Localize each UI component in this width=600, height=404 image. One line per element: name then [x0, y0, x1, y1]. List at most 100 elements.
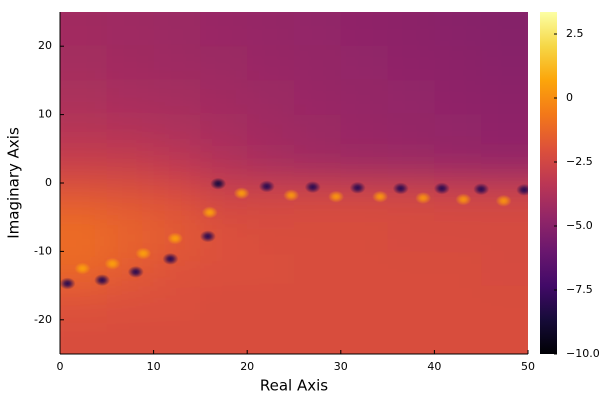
- heatmap-cell: [481, 319, 528, 354]
- heatmap-cell: [247, 251, 295, 287]
- heatmap-cell: [247, 114, 295, 150]
- heatmap-cell: [106, 12, 155, 47]
- peak: [167, 232, 184, 245]
- heatmap-cell: [294, 80, 342, 116]
- peak: [135, 247, 152, 260]
- heatmap-cell: [387, 217, 435, 252]
- heatmap-cell: [247, 148, 295, 184]
- peak: [372, 190, 389, 203]
- heatmap-cell: [340, 148, 389, 184]
- heatmap-cell: [60, 319, 108, 354]
- heatmap-cell: [340, 217, 389, 252]
- y-tick-label: -20: [34, 313, 52, 326]
- heatmap-cell: [340, 319, 389, 354]
- heatmap-cell: [106, 80, 155, 116]
- heatmap-cell: [481, 114, 528, 150]
- colorbar-tick-label: −10.0: [566, 347, 600, 360]
- heatmap-cell: [200, 148, 248, 184]
- colorbar-tick-label: −5.0: [566, 219, 593, 232]
- heatmap-cell: [481, 46, 528, 81]
- heatmap-cell: [106, 319, 155, 354]
- heatmap-cell: [153, 183, 201, 218]
- heatmap-cell: [200, 114, 248, 150]
- x-tick-label: 40: [427, 360, 441, 373]
- trough: [162, 252, 179, 265]
- heatmap-cell: [294, 285, 342, 321]
- heatmap-cell: [60, 148, 108, 184]
- trough: [473, 183, 490, 196]
- heatmap-cell: [60, 46, 108, 81]
- heatmap-cell: [340, 114, 389, 150]
- heatmap-cell: [294, 251, 342, 287]
- heatmap-cell: [200, 319, 248, 354]
- peak: [74, 262, 91, 275]
- heatmap-cell: [200, 251, 248, 287]
- colorbar: [540, 12, 557, 354]
- trough: [349, 181, 366, 194]
- heatmap-cell: [434, 114, 482, 150]
- x-axis-label: Real Axis: [260, 377, 328, 395]
- extrema: [60, 177, 528, 290]
- colorbar-tick-label: −7.5: [566, 283, 593, 296]
- heatmap-cell: [294, 148, 342, 184]
- peak: [283, 189, 300, 202]
- heatmap-cell: [153, 12, 201, 47]
- heatmap-cell: [387, 148, 435, 184]
- trough: [127, 265, 144, 278]
- heatmap-cell: [153, 319, 201, 354]
- heatmap-cell: [434, 46, 482, 81]
- heatmap-cell: [247, 217, 295, 252]
- heatmap-cell: [481, 80, 528, 116]
- heatmap-cell: [294, 217, 342, 252]
- peak: [495, 194, 512, 207]
- heatmap-cell: [294, 319, 342, 354]
- heatmap-cell: [60, 80, 108, 116]
- heatmap-cell: [481, 251, 528, 287]
- heatmap-cell: [481, 12, 528, 47]
- y-tick-label: 10: [38, 108, 52, 121]
- colorbar-tick-label: 2.5: [566, 27, 584, 40]
- heatmap-cell: [434, 80, 482, 116]
- heatmap-cell: [340, 80, 389, 116]
- heatmap-cell: [434, 251, 482, 287]
- heatmap-cell: [434, 148, 482, 184]
- heatmap-cell: [106, 285, 155, 321]
- heatmap-cell: [387, 285, 435, 321]
- trough: [258, 180, 275, 193]
- x-tick-label: 10: [147, 360, 161, 373]
- peak: [455, 193, 472, 206]
- heatmap-cell: [106, 114, 155, 150]
- heatmap-cell: [387, 80, 435, 116]
- heatmap-cell: [481, 217, 528, 252]
- heatmap-cell: [60, 217, 108, 252]
- heatmap-cell: [387, 251, 435, 287]
- colorbar-tick-label: −2.5: [566, 155, 593, 168]
- trough: [304, 181, 321, 194]
- peak: [201, 206, 218, 219]
- peak: [328, 190, 345, 203]
- heatmap-cell: [106, 183, 155, 218]
- heatmap-cell: [387, 46, 435, 81]
- peak: [104, 257, 121, 270]
- trough: [433, 182, 450, 195]
- heatmap-cell: [294, 12, 342, 47]
- trough: [516, 183, 528, 196]
- heatmap-cell: [247, 285, 295, 321]
- y-tick-label: 20: [38, 39, 52, 52]
- heatmap-cell: [387, 12, 435, 47]
- x-tick-label: 0: [57, 360, 64, 373]
- heatmap-cell: [340, 46, 389, 81]
- heatmap-cell: [106, 148, 155, 184]
- trough: [210, 177, 227, 190]
- colorbar-tick-label: 0: [566, 91, 573, 104]
- heatmap-cell: [434, 285, 482, 321]
- heatmap-cell: [434, 217, 482, 252]
- heatmap-cell: [200, 46, 248, 81]
- heatmap-cell: [153, 148, 201, 184]
- heatmap-cell: [294, 46, 342, 81]
- heatmap-cell: [153, 285, 201, 321]
- heatmap-cell: [153, 114, 201, 150]
- heatmap-cell: [60, 285, 108, 321]
- x-tick-label: 20: [240, 360, 254, 373]
